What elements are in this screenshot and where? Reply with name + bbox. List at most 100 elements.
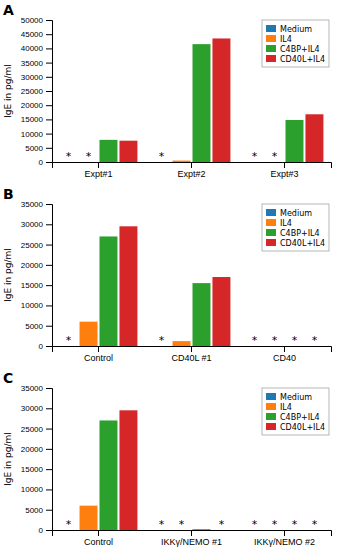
tick: 15000 [21, 281, 52, 290]
tick-label: 5000 [25, 144, 43, 153]
panel: ******0500010000150002000025000300003500… [3, 186, 332, 363]
tick-label: 35000 [21, 200, 44, 209]
tick: 5000 [25, 144, 52, 153]
legend-swatch [266, 229, 276, 236]
annotation: * [292, 334, 298, 347]
tick-label: Expt#3 [270, 169, 298, 179]
annotation: * [252, 150, 258, 163]
tick: 50000 [21, 16, 52, 25]
tick-mark [46, 63, 52, 64]
x-axis: Expt#1Expt#2Expt#3 [53, 162, 332, 179]
legend-frame [262, 388, 329, 435]
tick-label: 10000 [21, 485, 44, 494]
panel: ********05000100001500020000250003000035… [3, 370, 332, 547]
bar [285, 120, 303, 162]
legend-label: Medium [280, 209, 312, 218]
bars [80, 410, 211, 530]
tick-mark [46, 449, 52, 450]
legend-item: IL4 [266, 219, 292, 228]
legend-item: CD40L+IL4 [266, 423, 325, 432]
tick: 15000 [21, 465, 52, 474]
legend-swatch [266, 423, 276, 430]
tick-mark [46, 134, 52, 135]
tick: 0 [39, 158, 52, 167]
annotation: * [312, 518, 318, 531]
tick-label: 35000 [21, 59, 44, 68]
legend-label: CD40L+IL4 [280, 55, 325, 64]
bar [119, 410, 137, 530]
legend-label: Medium [280, 25, 312, 34]
tick-label: 0 [39, 342, 44, 351]
tick-label: 0 [39, 158, 44, 167]
legend: MediumIL4C4BP+IL4CD40L+IL4 [262, 204, 329, 251]
legend-swatch [266, 219, 276, 226]
tick-mark [46, 510, 52, 511]
annotation: * [292, 518, 298, 531]
tick-mark [46, 224, 52, 225]
bar [173, 161, 191, 162]
legend-frame [262, 204, 329, 251]
legend-swatch [266, 403, 276, 410]
tick-label: 10000 [21, 130, 44, 139]
x-axis: ControlCD40L #1CD40 [53, 346, 332, 363]
y-axis: 05000100001500020000250003000035000 [21, 384, 53, 535]
tick-mark [46, 162, 52, 163]
tick: 10000 [21, 485, 52, 494]
tick: Control [84, 346, 113, 363]
panel: *****05000100001500020000250003000035000… [3, 2, 332, 179]
legend: MediumIL4C4BP+IL4CD40L+IL4 [262, 20, 329, 67]
annotation: * [86, 150, 92, 163]
tick-label: 50000 [21, 16, 44, 25]
bar [212, 277, 230, 346]
tick: 45000 [21, 30, 52, 39]
tick-mark [46, 408, 52, 409]
y-axis-title: IgE in pg/ml [3, 432, 13, 486]
tick-mark [46, 20, 52, 21]
axis-line [53, 163, 332, 169]
tick-label: CD40 [273, 353, 296, 363]
y-axis: 05000100001500020000250003000035000 [21, 200, 53, 351]
tick-label: 30000 [21, 73, 44, 82]
annotation: * [66, 150, 72, 163]
tick-mark [46, 34, 52, 35]
tick-label: IKKγ/NEMO #1 [161, 537, 222, 547]
tick: 35000 [21, 200, 52, 209]
tick-label: 15000 [21, 281, 44, 290]
tick-mark [191, 346, 192, 352]
tick-mark [98, 530, 99, 536]
tick-label: 0 [39, 526, 44, 535]
legend-item: IL4 [266, 35, 292, 44]
axis-line [46, 21, 53, 163]
tick-mark [46, 204, 52, 205]
legend-item: C4BP+IL4 [266, 45, 320, 54]
plot: ********05000100001500020000250003000035… [21, 384, 332, 547]
legend-swatch [266, 45, 276, 52]
tick: 40000 [21, 44, 52, 53]
tick: 0 [39, 342, 52, 351]
tick-mark [46, 469, 52, 470]
annotations: ****** [66, 334, 318, 347]
title: C [3, 370, 13, 386]
tick-label: 40000 [21, 44, 44, 53]
tick-label: 10000 [21, 301, 44, 310]
tick: Expt#3 [270, 162, 298, 179]
tick-mark [46, 148, 52, 149]
plot: ******0500010000150002000025000300003500… [21, 200, 332, 363]
tick-label: 25000 [21, 87, 44, 96]
bar [305, 114, 323, 162]
bar [80, 506, 98, 530]
tick-mark [46, 326, 52, 327]
tick: 25000 [21, 241, 52, 250]
tick: 10000 [21, 301, 52, 310]
tick: Expt#1 [84, 162, 112, 179]
bar [192, 44, 210, 162]
tick: Control [84, 530, 113, 547]
tick: 30000 [21, 220, 52, 229]
tick-label: 45000 [21, 30, 44, 39]
annotations: ***** [66, 150, 278, 163]
bar [212, 38, 230, 162]
axis-line [46, 389, 53, 531]
tick: 30000 [21, 404, 52, 413]
tick-label: Expt#1 [84, 169, 112, 179]
tick-mark [46, 429, 52, 430]
